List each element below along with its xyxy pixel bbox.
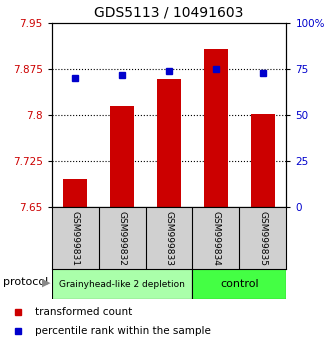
Bar — [110, 106, 134, 207]
Title: GDS5113 / 10491603: GDS5113 / 10491603 — [94, 5, 244, 19]
Bar — [239, 207, 286, 269]
Bar — [99, 207, 146, 269]
Text: protocol: protocol — [3, 277, 49, 287]
Text: GSM999832: GSM999832 — [118, 211, 127, 266]
Text: transformed count: transformed count — [35, 307, 133, 317]
Bar — [63, 179, 87, 207]
Text: GSM999835: GSM999835 — [258, 211, 267, 266]
Bar — [251, 114, 275, 207]
Bar — [146, 207, 192, 269]
Bar — [52, 207, 99, 269]
Text: GSM999834: GSM999834 — [211, 211, 220, 266]
Text: control: control — [220, 279, 259, 289]
Text: GSM999831: GSM999831 — [71, 211, 80, 266]
Bar — [192, 207, 239, 269]
Bar — [52, 269, 192, 299]
Text: percentile rank within the sample: percentile rank within the sample — [35, 326, 211, 336]
Bar — [204, 49, 228, 207]
Bar — [192, 269, 286, 299]
Text: Grainyhead-like 2 depletion: Grainyhead-like 2 depletion — [59, 280, 185, 289]
Text: ▶: ▶ — [42, 277, 50, 287]
Text: GSM999833: GSM999833 — [165, 211, 173, 266]
Bar — [157, 79, 181, 207]
